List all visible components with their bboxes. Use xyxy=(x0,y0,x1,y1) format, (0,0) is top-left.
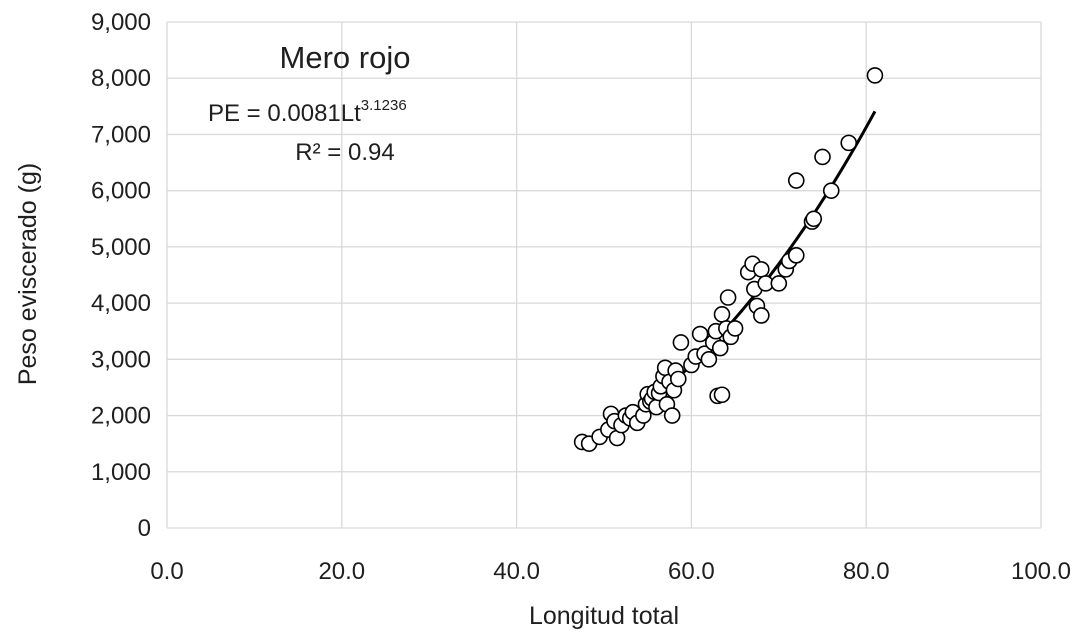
y-tick-label: 2,000 xyxy=(91,403,151,430)
data-point xyxy=(669,370,687,388)
x-tick-label: 80.0 xyxy=(843,558,890,585)
x-tick-label: 20.0 xyxy=(318,558,365,585)
y-tick-label: 7,000 xyxy=(91,121,151,148)
r-squared-text: R² = 0.94 xyxy=(295,139,394,166)
x-tick-label: 60.0 xyxy=(668,558,715,585)
data-point xyxy=(672,334,690,351)
data-point xyxy=(787,247,805,264)
x-axis-title: Longitud total xyxy=(529,602,679,630)
tick-labels: 0 1,000 2,000 3,000 4,000 5,000 6,000 7,000 8,00… xyxy=(91,9,1071,585)
trendline-layer xyxy=(585,110,877,449)
y-tick-label: 6,000 xyxy=(91,178,151,205)
y-tick-label: 8,000 xyxy=(91,65,151,92)
y-tick-label: 9,000 xyxy=(91,9,151,36)
y-tick-label: 5,000 xyxy=(91,234,151,261)
power-trendline xyxy=(585,110,877,449)
data-point xyxy=(700,351,718,368)
data-point xyxy=(713,306,731,323)
data-point xyxy=(866,67,884,84)
data-point xyxy=(691,325,709,343)
y-tick-label: 3,000 xyxy=(91,346,151,373)
annotation-box: Mero rojo PE = 0.0081Lt3.1236 R² = 0.94 xyxy=(208,40,410,166)
data-point xyxy=(805,210,823,228)
data-point xyxy=(753,307,770,324)
data-point xyxy=(822,182,840,199)
annotation-title: Mero rojo xyxy=(280,40,411,75)
data-point xyxy=(713,386,731,404)
equation-text: PE = 0.0081Lt3.1236 xyxy=(208,97,407,127)
data-point xyxy=(753,261,770,278)
y-axis-title: Peso eviscerado (g) xyxy=(14,163,42,385)
data-points xyxy=(573,67,884,452)
data-point xyxy=(787,172,805,189)
data-point xyxy=(711,339,729,357)
data-point xyxy=(663,407,681,424)
y-tick-label: 1,000 xyxy=(91,459,151,486)
data-point xyxy=(840,134,858,152)
data-point xyxy=(719,289,737,306)
grid-layer xyxy=(166,21,1042,529)
y-tick-label: 0 xyxy=(138,515,151,542)
y-tick-label: 4,000 xyxy=(91,290,151,317)
x-tick-label: 0.0 xyxy=(150,558,183,585)
data-point xyxy=(726,320,744,337)
data-point xyxy=(814,148,831,166)
x-tick-label: 40.0 xyxy=(493,558,540,585)
equation-base: PE = 0.0081Lt xyxy=(208,100,361,127)
x-tick-label: 100.0 xyxy=(1011,558,1071,585)
equation-exponent: 3.1236 xyxy=(361,97,407,114)
data-point xyxy=(770,275,788,292)
